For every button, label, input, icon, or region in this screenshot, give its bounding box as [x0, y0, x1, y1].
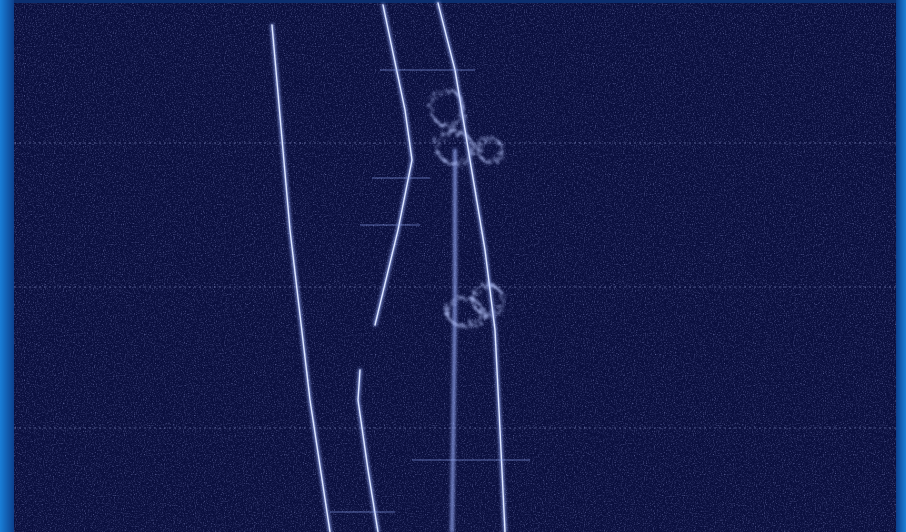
horizontal-streaks [330, 69, 530, 513]
trace [271, 24, 331, 532]
right-edge [896, 0, 906, 532]
trace [374, 4, 413, 326]
blob [435, 130, 475, 166]
blob [429, 88, 465, 128]
echo-blobs [429, 88, 505, 328]
left-edge [0, 0, 14, 532]
blob [476, 136, 504, 164]
blob [445, 296, 485, 328]
trace [357, 369, 379, 532]
